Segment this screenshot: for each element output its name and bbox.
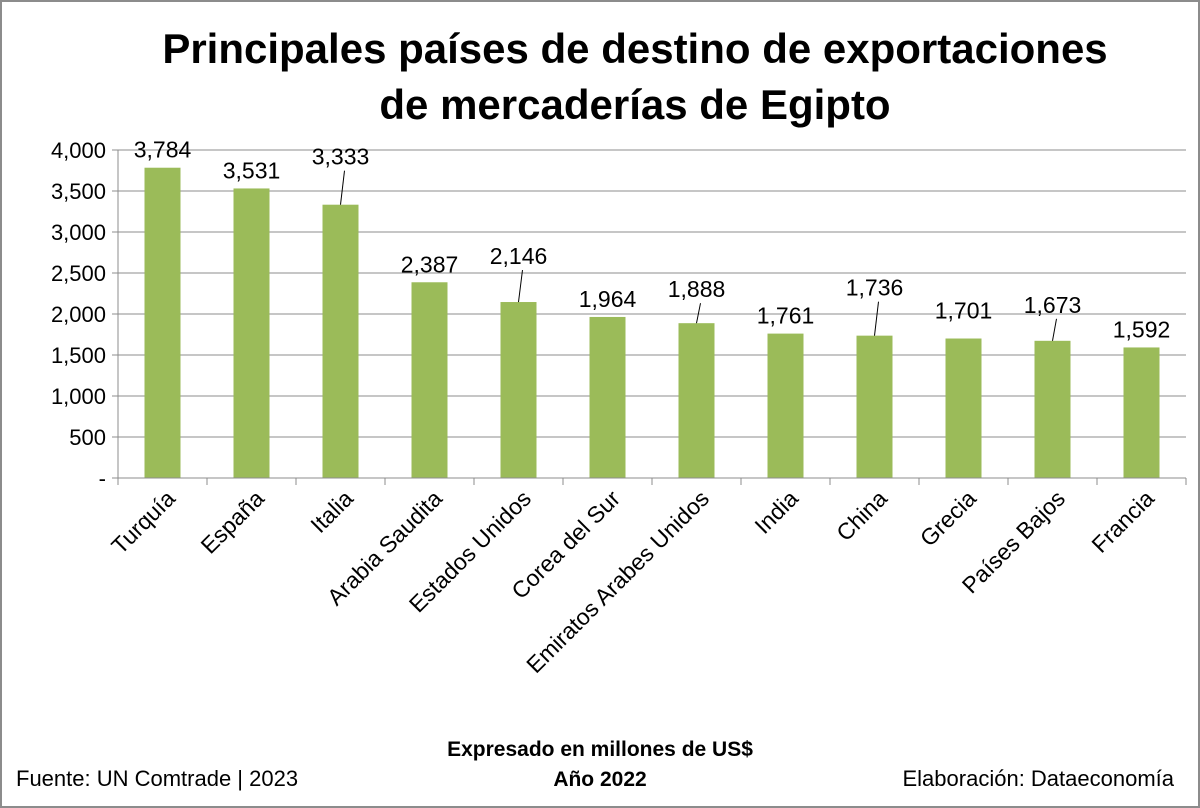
y-tick-label: - (99, 466, 106, 491)
units-note: Expresado en millones de US$ (447, 738, 753, 761)
bar (411, 282, 448, 478)
chart-title-line-2: de mercaderías de Egipto (379, 81, 891, 128)
value-leader-line (518, 269, 523, 303)
category-label: India (749, 485, 803, 539)
value-label: 3,531 (223, 157, 281, 183)
category-label: Italia (305, 485, 358, 538)
source-note: Fuente: UN Comtrade | 2023 (16, 766, 299, 791)
value-label: 3,784 (134, 137, 192, 163)
category-label: Francia (1086, 485, 1159, 558)
category-label: China (831, 485, 892, 546)
bar (678, 323, 715, 478)
value-leader-line (874, 301, 879, 336)
category-label: España (195, 485, 269, 559)
bar (322, 204, 359, 478)
credit-note: Elaboración: Dataeconomía (902, 766, 1175, 791)
bar (500, 302, 537, 478)
y-tick-label: 500 (69, 425, 106, 450)
bar (233, 188, 270, 478)
value-label: 1,964 (579, 286, 637, 312)
bar (144, 167, 181, 478)
y-tick-label: 4,000 (51, 138, 106, 163)
y-tick-label: 1,000 (51, 384, 106, 409)
value-label: 1,888 (668, 276, 726, 302)
y-tick-label: 3,500 (51, 179, 106, 204)
value-leader-line (340, 170, 345, 205)
bar (589, 316, 626, 478)
value-label: 3,333 (312, 144, 370, 170)
year-note: Año 2022 (553, 768, 647, 791)
category-label: Turquía (106, 485, 180, 559)
category-label: Emiratos Arabes Unidos (521, 485, 714, 678)
value-leader-line (1052, 318, 1057, 341)
category-label: Grecia (915, 485, 981, 551)
y-tick-label: 1,500 (51, 343, 106, 368)
bar (767, 333, 804, 478)
value-label: 1,701 (935, 298, 993, 324)
bar (1123, 347, 1160, 478)
value-leader-line (696, 303, 701, 324)
value-label: 1,761 (757, 303, 815, 329)
chart-title-line-1: Principales países de destino de exporta… (162, 25, 1108, 72)
value-label: 1,736 (846, 275, 904, 301)
y-tick-label: 2,000 (51, 302, 106, 327)
y-tick-label: 3,000 (51, 220, 106, 245)
value-label: 2,387 (401, 251, 459, 277)
value-label: 1,673 (1024, 292, 1082, 318)
value-label: 2,146 (490, 243, 548, 269)
bar (1034, 340, 1071, 478)
value-label: 1,592 (1113, 316, 1171, 342)
bar (945, 338, 982, 478)
bar (856, 335, 893, 478)
y-tick-label: 2,500 (51, 261, 106, 286)
